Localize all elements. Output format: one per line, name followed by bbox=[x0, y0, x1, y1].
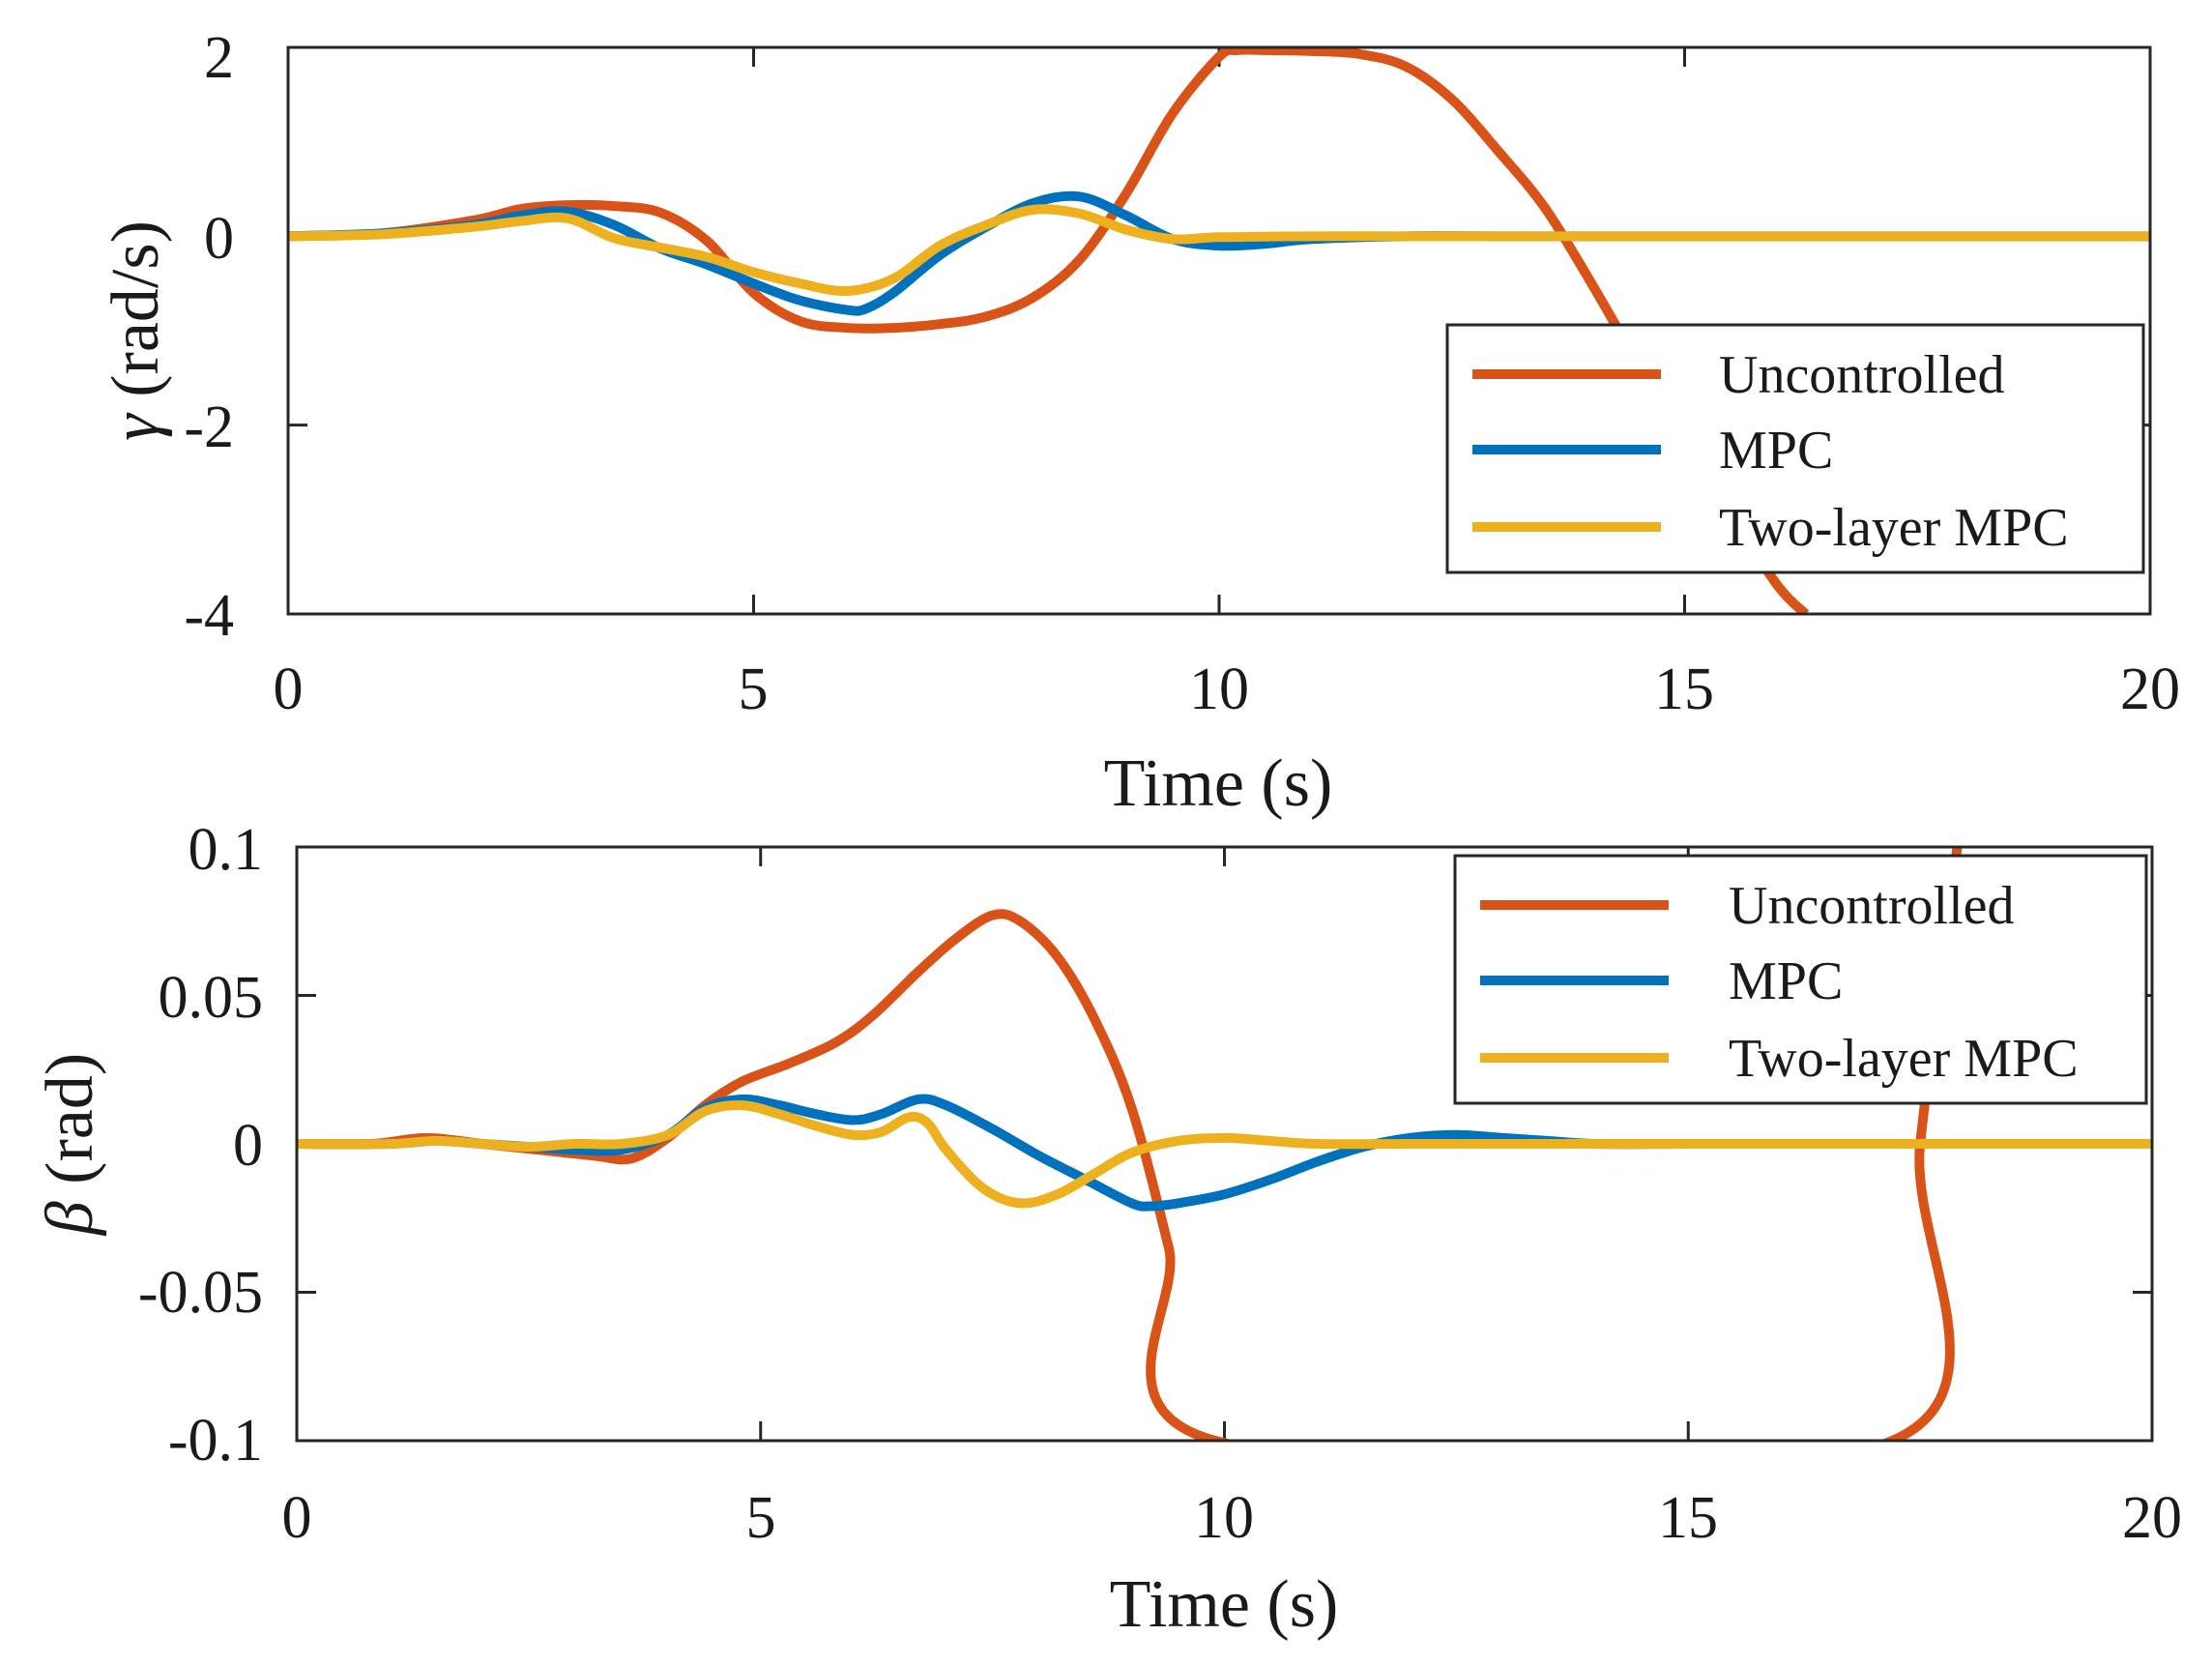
beta-ytick-label: 0.05 bbox=[159, 965, 264, 1031]
beta-axes-box bbox=[295, 845, 2154, 1443]
gamma-xtick-label: 10 bbox=[1189, 657, 1249, 722]
beta-legend-label: MPC bbox=[1729, 951, 1843, 1011]
beta-series bbox=[297, 847, 2152, 1441]
beta-xtick-label: 20 bbox=[2122, 1485, 2182, 1551]
beta-ylabel-symbol: β bbox=[33, 1201, 107, 1237]
gamma-xlabel: Time (s) bbox=[1104, 746, 1333, 821]
gamma-xtick-label: 15 bbox=[1654, 657, 1714, 722]
beta-xtick-label: 10 bbox=[1194, 1485, 1254, 1551]
gamma-ylabel: γ (rad/s) bbox=[99, 220, 173, 441]
beta-ytick-label: -0.1 bbox=[168, 1408, 263, 1474]
gamma-legend-label: Two-layer MPC bbox=[1719, 498, 2069, 558]
beta-xlabel: Time (s) bbox=[1110, 1567, 1339, 1642]
gamma-series-uncontrolled bbox=[288, 47, 1810, 614]
beta-xtick-label: 15 bbox=[1658, 1485, 1718, 1551]
gamma-axes-box bbox=[286, 45, 2152, 616]
gamma-ytick-label: -2 bbox=[184, 394, 234, 460]
beta-ytick-label: -0.05 bbox=[138, 1260, 263, 1326]
gamma-xtick-label: 5 bbox=[739, 657, 769, 722]
gamma-axes: 2 0 -2 -4 0 5 10 15 20 Time (s) γ (rad/s… bbox=[99, 25, 2180, 821]
beta-series-uncontrolled bbox=[297, 847, 1963, 1441]
beta-axes: 0.1 0.05 0 -0.05 -0.1 0 5 10 15 20 Time … bbox=[33, 817, 2182, 1642]
gamma-xtick-label: 0 bbox=[274, 657, 304, 722]
gamma-ylabel-symbol: γ bbox=[99, 412, 173, 441]
beta-legend-label: Two-layer MPC bbox=[1729, 1029, 2079, 1089]
gamma-ytick-label: 0 bbox=[204, 206, 234, 272]
beta-ylabel: β (rad) bbox=[33, 1053, 107, 1237]
beta-xtick-label: 5 bbox=[746, 1485, 776, 1551]
beta-ylabel-unit: (rad) bbox=[33, 1053, 107, 1184]
beta-xtick-label: 0 bbox=[282, 1485, 312, 1551]
beta-ytick-label: 0.1 bbox=[189, 817, 264, 883]
gamma-ytick-label: -4 bbox=[184, 583, 234, 649]
gamma-ylabel-unit: (rad/s) bbox=[99, 220, 173, 397]
gamma-ytick-label: 2 bbox=[204, 25, 234, 91]
beta-series-two_layer bbox=[297, 1099, 2152, 1209]
gamma-series bbox=[288, 47, 2150, 614]
gamma-series-two_layer bbox=[288, 204, 2150, 297]
gamma-legend-label: Uncontrolled bbox=[1719, 345, 2004, 405]
gamma-legend-label: MPC bbox=[1719, 421, 1833, 481]
beta-ytick-label: 0 bbox=[233, 1113, 263, 1179]
gamma-xtick-label: 20 bbox=[2120, 657, 2180, 722]
beta-legend: Uncontrolled MPC Two-layer MPC bbox=[1453, 854, 2148, 1105]
gamma-legend: Uncontrolled MPC Two-layer MPC bbox=[1445, 323, 2145, 574]
beta-legend-label: Uncontrolled bbox=[1729, 876, 2014, 936]
